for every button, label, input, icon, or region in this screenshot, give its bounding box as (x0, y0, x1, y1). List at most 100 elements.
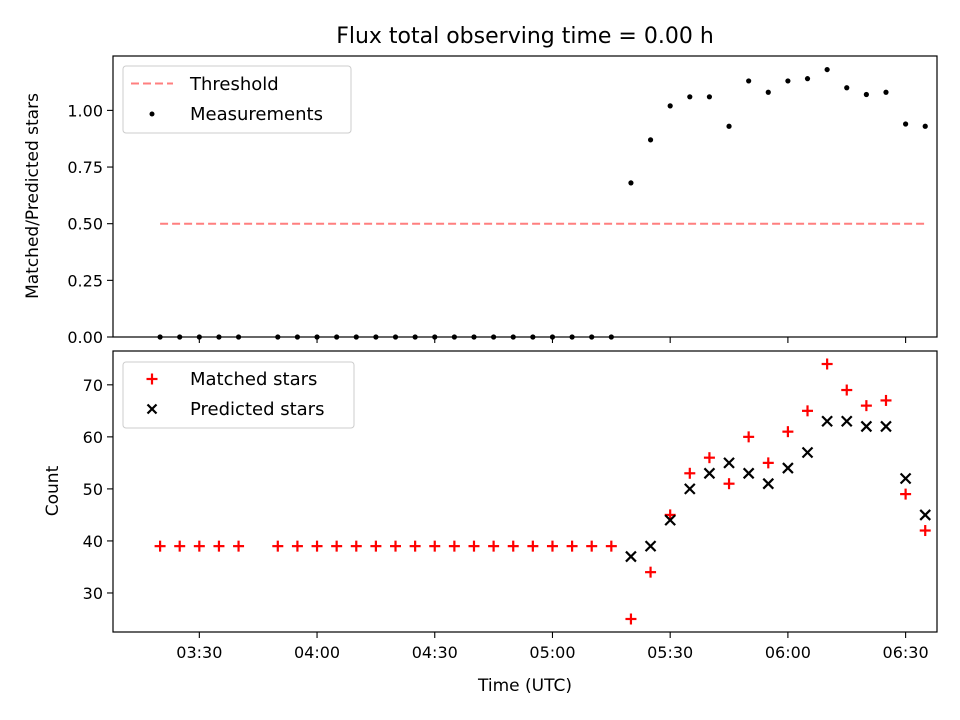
bottom-plot-area (154, 358, 932, 625)
matched-stars-point (703, 452, 715, 464)
measurements-legend-swatch (149, 111, 155, 117)
predicted-stars-point (762, 477, 775, 490)
bottom-x-tick-label: 04:00 (294, 643, 340, 662)
measurement-point (628, 180, 634, 186)
matched-stars-point (546, 540, 558, 552)
bottom-x-ticks: 03:30 04:00 04:30 05:00 05:30 06:00 06:30 (176, 632, 929, 662)
threshold-legend-label: Threshold (189, 74, 279, 95)
measurement-point (804, 76, 811, 82)
measurement-point (863, 91, 869, 98)
matched-stars-point (527, 540, 539, 552)
measurement-point (883, 89, 889, 95)
bottom-y-tick-label: 60 (83, 428, 103, 447)
matched-stars-point (860, 400, 872, 412)
measurement-point (824, 66, 830, 73)
top-y-ticks: 0.00 0.25 0.50 0.75 1.00 (67, 101, 113, 347)
matched-stars-point (448, 540, 460, 552)
measurement-point (765, 89, 771, 95)
top-y-tick-label: 1.00 (67, 101, 103, 120)
measurement-point (844, 85, 850, 91)
matched-stars-point (802, 405, 814, 417)
matched-stars-point (331, 540, 343, 552)
predicted-stars-point (703, 467, 716, 480)
bottom-y-tick-label: 40 (83, 532, 103, 551)
matched-stars-point (566, 540, 578, 552)
predicted-stars-point (840, 415, 853, 428)
matched-stars-point (233, 540, 245, 552)
matched-stars-point (625, 613, 637, 625)
measurement-point (706, 94, 713, 100)
matched-stars-legend-swatch (146, 373, 158, 385)
matched-stars-point (880, 394, 892, 406)
matched-stars-point (291, 540, 303, 552)
matched-stars-point (468, 540, 480, 552)
top-y-tick-label: 0.50 (67, 215, 103, 234)
matched-stars-point (390, 540, 402, 552)
matched-stars-point (213, 540, 225, 552)
measurement-point (726, 123, 732, 129)
matched-stars-point (586, 540, 598, 552)
matched-stars-legend-label: Matched stars (190, 369, 317, 390)
matched-stars-point (370, 540, 382, 552)
predicted-stars-point (801, 446, 814, 459)
predicted-stars-point (644, 540, 657, 552)
matched-stars-point (645, 566, 657, 578)
predicted-stars-point (880, 420, 892, 433)
bottom-x-tick-label: 04:30 (412, 643, 458, 662)
predicted-stars-point (821, 415, 833, 428)
bottom-axes: 30 40 50 60 70 03:30 04:00 04:30 05:00 05:30 06:0… (43, 350, 938, 696)
bottom-x-tick-label: 05:30 (647, 643, 693, 662)
bottom-legend: Matched stars Predicted stars (122, 361, 355, 429)
predicted-stars-point (782, 462, 794, 474)
measurement-point (903, 121, 909, 127)
matched-stars-point (311, 540, 323, 552)
bottom-x-tick-label: 05:00 (529, 643, 575, 662)
bottom-y-tick-label: 50 (83, 480, 103, 499)
bottom-y-tick-label: 30 (83, 584, 103, 603)
matched-stars-point (409, 540, 421, 552)
predicted-stars-point (919, 509, 932, 521)
predicted-stars-point (625, 550, 637, 563)
matched-stars-point (762, 457, 774, 469)
matched-stars-point (507, 540, 519, 552)
measurement-point (667, 103, 673, 109)
measurement-point (687, 94, 693, 100)
matched-stars-point (429, 540, 441, 552)
top-legend-box (122, 65, 352, 134)
top-plot-area (157, 66, 928, 340)
matched-stars-point (193, 540, 205, 552)
measurement-point (746, 78, 752, 84)
top-legend: Threshold Measurements (122, 65, 352, 134)
matched-stars-point (154, 540, 166, 552)
top-y-axis-label: Matched/Predicted stars (23, 93, 43, 299)
matched-stars-point (488, 540, 500, 552)
matched-stars-point (272, 540, 284, 552)
top-y-tick-label: 0.25 (67, 271, 103, 290)
predicted-stars-point (899, 472, 912, 485)
bottom-x-tick-label: 06:00 (765, 643, 811, 662)
measurement-point (647, 137, 654, 143)
measurements-legend-label: Measurements (190, 104, 323, 125)
bottom-y-axis-label: Count (43, 465, 63, 516)
x-axis-label: Time (UTC) (477, 676, 572, 696)
predicted-stars-point (684, 483, 696, 495)
matched-stars-point (919, 525, 931, 537)
matched-stars-point (841, 384, 853, 396)
top-axes: 0.00 0.25 0.50 0.75 1.00 Matched/Predicted s… (23, 55, 938, 347)
chart-title: Flux total observing time = 0.00 h (336, 24, 714, 49)
predicted-stars-legend-swatch (146, 403, 158, 415)
matched-stars-point (684, 467, 696, 479)
matched-stars-point (900, 488, 912, 500)
predicted-stars-point (860, 420, 873, 433)
matched-stars-point (174, 540, 186, 552)
bottom-axes-frame (112, 350, 938, 633)
predicted-stars-point (723, 457, 735, 469)
matched-stars-point (743, 431, 755, 443)
predicted-stars-point (742, 467, 755, 480)
matched-stars-point (605, 540, 617, 552)
matched-stars-point (782, 426, 794, 438)
matched-stars-point (821, 358, 833, 370)
measurement-point (922, 123, 928, 129)
top-y-tick-label: 0.00 (67, 328, 103, 347)
